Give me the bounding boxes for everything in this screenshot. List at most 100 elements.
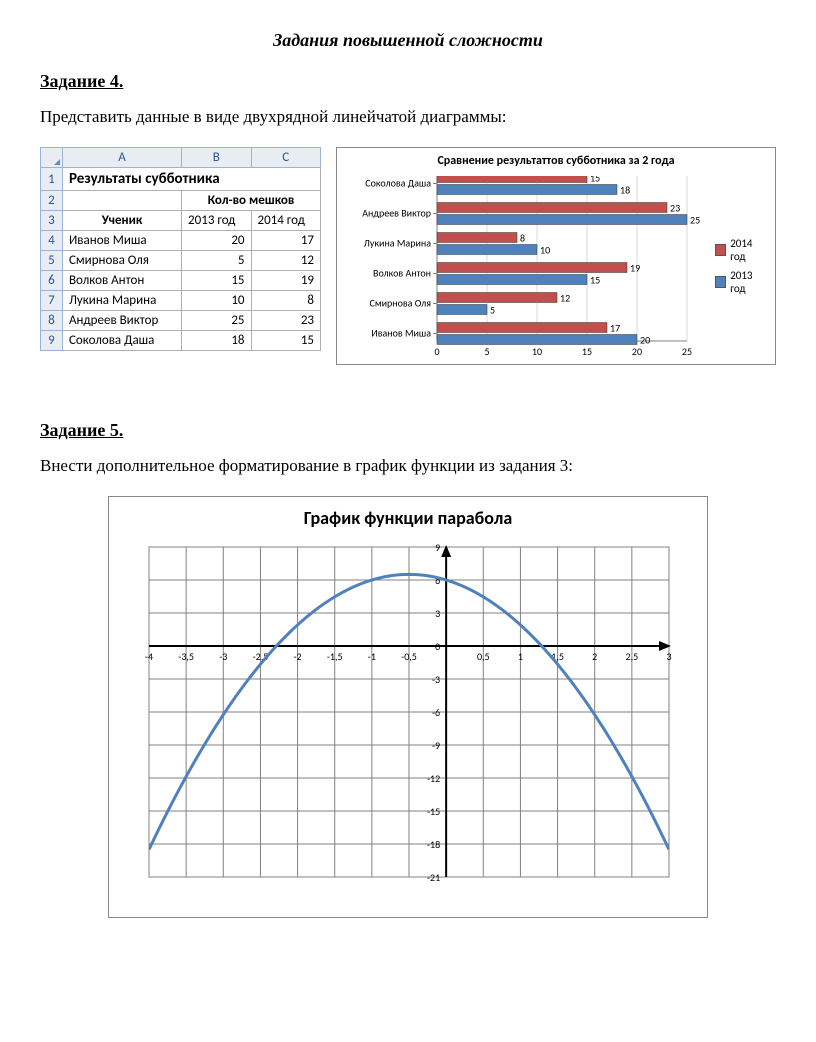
excel-col-header: A — [62, 148, 181, 168]
barchart-category-label: Лукина Марина — [364, 237, 431, 250]
task5-text: Внести дополнительное форматирование в г… — [40, 456, 776, 476]
excel-row-header: 2 — [41, 191, 63, 211]
barchart-xtick-label: 0 — [434, 345, 439, 358]
barchart-bar — [437, 275, 587, 285]
excel-row-header: 6 — [41, 271, 63, 291]
barchart-data-label: 25 — [690, 214, 700, 227]
parabola-xtick-label: 2 — [592, 650, 597, 663]
excel-row-header: 3 — [41, 211, 63, 231]
excel-col-header: C — [251, 148, 321, 168]
excel-student-name: Волков Антон — [62, 271, 181, 291]
legend-item: 2013 год — [715, 269, 767, 295]
parabola-xtick-label: 0,5 — [477, 650, 490, 663]
barchart-svg: 0 5 10 15 20 25 Соколова Даша 15 18 Андреев Викто… — [345, 176, 707, 361]
excel-row-header: 9 — [41, 331, 63, 351]
barchart-bar — [437, 185, 617, 195]
excel-row-header: 4 — [41, 231, 63, 251]
barchart-data-label: 5 — [490, 304, 495, 317]
barchart-category-label: Андреев Виктор — [362, 207, 431, 220]
barchart-data-label: 15 — [590, 274, 600, 287]
excel-student-name: Смирнова Оля — [62, 251, 181, 271]
barchart-data-label: 17 — [610, 322, 620, 335]
barchart-bar — [437, 233, 517, 243]
barchart-bar — [437, 263, 627, 273]
parabola-ytick-label: 0 — [435, 640, 440, 653]
barchart-category-label: Соколова Даша — [365, 177, 431, 190]
barchart-xtick-label: 20 — [632, 345, 642, 358]
barchart-data-label: 18 — [620, 184, 630, 197]
task5-heading: Задание 5. — [40, 420, 776, 441]
parabola-ytick-label: -21 — [427, 871, 440, 884]
barchart-title: Сравнение результаттов субботника за 2 г… — [345, 154, 767, 168]
barchart-bar — [437, 176, 587, 183]
barchart-category-label: Иванов Миша — [371, 327, 431, 340]
excel-value: 15 — [251, 331, 321, 351]
excel-cell — [62, 191, 181, 211]
barchart-xtick-label: 25 — [682, 345, 692, 358]
barchart-xtick-label: 5 — [484, 345, 489, 358]
excel-value: 5 — [182, 251, 251, 271]
parabola-ytick-label: -15 — [427, 805, 440, 818]
task4-heading: Задание 4. — [40, 71, 776, 92]
legend-item: 2014 год — [715, 237, 767, 263]
legend-swatch — [715, 276, 726, 288]
legend-swatch — [715, 244, 726, 256]
excel-value: 17 — [251, 231, 321, 251]
parabola-xtick-label: 3 — [666, 650, 671, 663]
parabola-xtick-label: 2,5 — [626, 650, 639, 663]
barchart-bar — [437, 335, 637, 345]
barchart-data-label: 10 — [540, 244, 550, 257]
excel-col-header: B — [182, 148, 251, 168]
barchart-data-label: 20 — [640, 334, 650, 347]
excel-student-name: Лукина Марина — [62, 291, 181, 311]
excel-row-header: 1 — [41, 168, 63, 191]
barchart-data-label: 12 — [560, 292, 570, 305]
excel-student-name: Андреев Виктор — [62, 311, 181, 331]
parabola-xtick-label: 1 — [518, 650, 523, 663]
barchart-bar — [437, 245, 537, 255]
excel-row-header: 8 — [41, 311, 63, 331]
parabola-ytick-label: -18 — [427, 838, 440, 851]
parabola-ytick-label: -9 — [432, 739, 440, 752]
parabola-title: График функции парабола — [124, 507, 692, 529]
barchart-legend: 2014 год 2013 год — [707, 176, 767, 356]
parabola-xtick-label: -0,5 — [401, 650, 417, 663]
excel-value: 10 — [182, 291, 251, 311]
barchart-container: Сравнение результаттов субботника за 2 г… — [336, 147, 776, 365]
excel-corner — [41, 148, 63, 168]
parabola-container: График функции парабола -4-3,5-3-2,5-2-1… — [108, 496, 708, 918]
barchart-bar — [437, 293, 557, 303]
excel-subheader: Кол-во мешков — [182, 191, 321, 211]
parabola-ytick-label: 3 — [435, 607, 440, 620]
excel-value: 20 — [182, 231, 251, 251]
barchart-data-label: 23 — [670, 202, 680, 215]
excel-col-year1: 2013 год — [182, 211, 251, 231]
barchart-plot: 0 5 10 15 20 25 Соколова Даша 15 18 Андреев Викто… — [345, 176, 707, 356]
task4-content-row: ABC 1Результаты субботника2 Кол-во мешков 3… — [40, 147, 776, 365]
excel-value: 8 — [251, 291, 321, 311]
excel-value: 23 — [251, 311, 321, 331]
parabola-svg: -4-3,5-3-2,5-2-1,5-1-0,50,511,522,539630… — [124, 537, 684, 897]
excel-title-cell: Результаты субботника — [62, 168, 320, 191]
excel-row-header: 5 — [41, 251, 63, 271]
parabola-ytick-label: -12 — [427, 772, 440, 785]
excel-value: 15 — [182, 271, 251, 291]
excel-value: 19 — [251, 271, 321, 291]
barchart-bar — [437, 215, 687, 225]
excel-col-year2: 2014 год — [251, 211, 321, 231]
parabola-ytick-label: 9 — [435, 541, 440, 554]
parabola-xtick-label: -1 — [368, 650, 376, 663]
excel-col-student: Ученик — [62, 211, 181, 231]
barchart-xtick-label: 15 — [582, 345, 592, 358]
excel-student-name: Иванов Миша — [62, 231, 181, 251]
parabola-plot: -4-3,5-3-2,5-2-1,5-1-0,50,511,522,539630… — [124, 537, 692, 902]
barchart-bar — [437, 305, 487, 315]
barchart-bar — [437, 203, 667, 213]
excel-row-header: 7 — [41, 291, 63, 311]
excel-student-name: Соколова Даша — [62, 331, 181, 351]
section-title: Задания повышенной сложности — [40, 30, 776, 51]
parabola-xtick-label: -1,5 — [327, 650, 343, 663]
legend-label: 2013 год — [730, 269, 767, 295]
barchart-category-label: Смирнова Оля — [370, 297, 432, 310]
task4-text: Представить данные в виде двухрядной лин… — [40, 107, 776, 127]
